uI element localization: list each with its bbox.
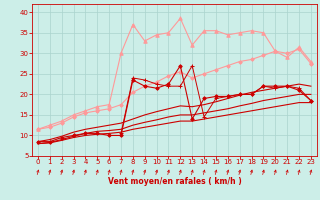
X-axis label: Vent moyen/en rafales ( km/h ): Vent moyen/en rafales ( km/h ) xyxy=(108,177,241,186)
